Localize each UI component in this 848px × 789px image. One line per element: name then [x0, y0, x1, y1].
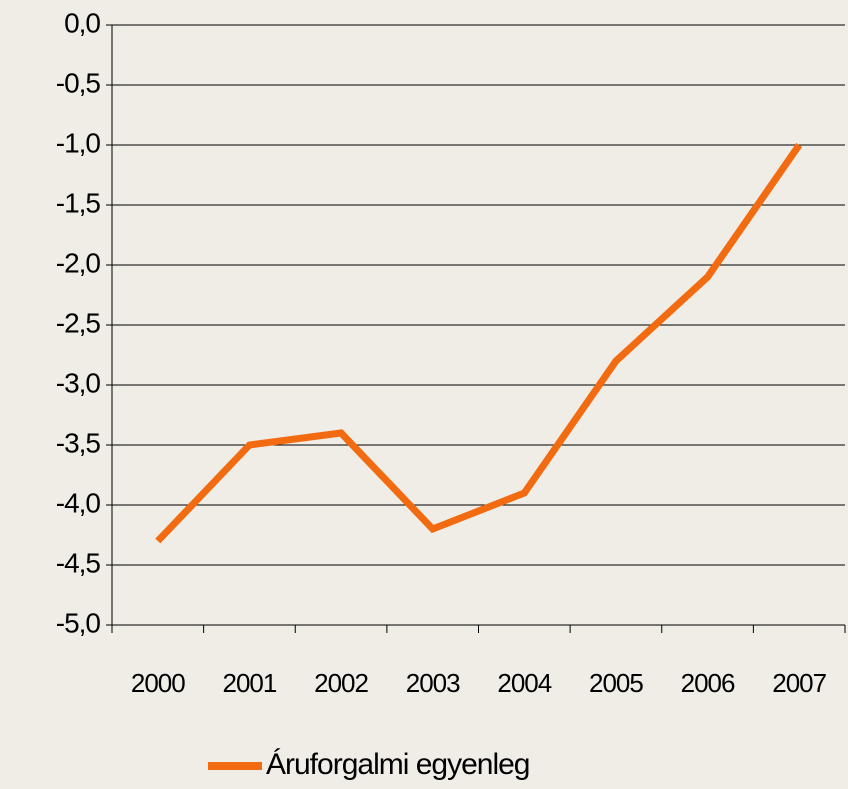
legend-label: Áruforgalmi egyenleg	[266, 748, 530, 781]
y-tick-label: -1,0	[56, 127, 101, 158]
x-tick-label: 2005	[589, 668, 643, 698]
x-tick-label: 2004	[497, 668, 551, 698]
x-tick-label: 2006	[681, 668, 735, 698]
x-tick-label: 2000	[131, 668, 185, 698]
y-tick-label: -4,5	[56, 547, 101, 578]
x-tick-label: 2007	[772, 668, 826, 698]
x-tick-label: 2001	[223, 668, 277, 698]
y-tick-label: -0,5	[56, 67, 101, 98]
y-tick-label: -3,0	[56, 367, 101, 398]
y-tick-label: -2,5	[56, 307, 101, 338]
x-tick-label: 2002	[314, 668, 368, 698]
y-tick-label: -2,0	[56, 247, 101, 278]
x-tick-label: 2003	[406, 668, 460, 698]
y-tick-label: -3,5	[56, 427, 101, 458]
y-tick-label: 0,0	[64, 7, 100, 38]
y-tick-label: -4,0	[56, 487, 101, 518]
line	[155, 143, 803, 544]
y-tick-label: -5,0	[56, 607, 101, 638]
y-tick-label: -1,5	[56, 187, 101, 218]
